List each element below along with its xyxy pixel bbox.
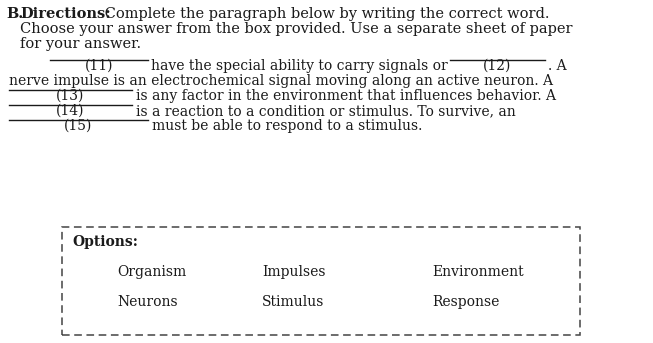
Text: Response: Response (432, 295, 500, 309)
Text: must be able to respond to a stimulus.: must be able to respond to a stimulus. (152, 119, 422, 133)
Text: (11): (11) (85, 59, 113, 73)
Text: (12): (12) (483, 59, 512, 73)
Text: (14): (14) (56, 104, 85, 118)
Text: nerve impulse is an electrochemical signal moving along an active neuron. A: nerve impulse is an electrochemical sign… (9, 74, 553, 88)
Text: Complete the paragraph below by writing the correct word.: Complete the paragraph below by writing … (100, 7, 550, 21)
Text: B.: B. (6, 7, 24, 21)
Text: Environment: Environment (432, 265, 524, 279)
Text: Directions:: Directions: (20, 7, 111, 21)
Text: Impulses: Impulses (262, 265, 325, 279)
Text: for your answer.: for your answer. (20, 37, 141, 51)
Text: is a reaction to a condition or stimulus. To survive, an: is a reaction to a condition or stimulus… (136, 104, 516, 118)
Text: (15): (15) (64, 119, 93, 133)
Text: Stimulus: Stimulus (262, 295, 325, 309)
Text: . A: . A (548, 59, 567, 73)
Text: Choose your answer from the box provided. Use a separate sheet of paper: Choose your answer from the box provided… (20, 22, 573, 36)
Text: have the special ability to carry signals or: have the special ability to carry signal… (151, 59, 448, 73)
Text: (13): (13) (56, 89, 85, 103)
FancyBboxPatch shape (62, 227, 580, 335)
Text: Organism: Organism (117, 265, 186, 279)
Text: is any factor in the environment that influences behavior. A: is any factor in the environment that in… (136, 89, 556, 103)
Text: Options:: Options: (72, 235, 138, 249)
Text: Neurons: Neurons (117, 295, 178, 309)
